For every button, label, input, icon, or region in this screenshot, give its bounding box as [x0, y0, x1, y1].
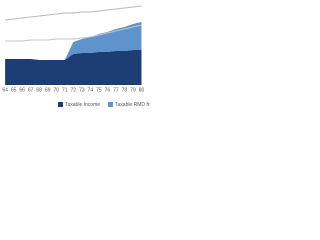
- x-tick-label: 70: [53, 87, 59, 93]
- x-tick-label: 80: [139, 87, 145, 93]
- x-tick-label: 66: [19, 87, 25, 93]
- x-tick-label: 75: [96, 87, 102, 93]
- x-tick-label: 78: [122, 87, 128, 93]
- area: [5, 50, 142, 85]
- x-tick-label: 74: [88, 87, 94, 93]
- x-tick-label: 65: [11, 87, 17, 93]
- x-tick-label: 73: [79, 87, 85, 93]
- legend-swatch: [108, 102, 114, 107]
- page: {"chart_data": {"type": "area", "x": [64…: [0, 0, 150, 150]
- legend-swatch: [58, 102, 63, 107]
- chart: 64 65 66 67 68 69 70 71 72 73 74 75 76 77 78 79 80 Taxabl…: [2, 5, 150, 108]
- legend-label: Taxable Income: [65, 102, 100, 108]
- x-tick-label: 68: [36, 87, 42, 93]
- legend-label: Taxable RMD from IRA: [115, 102, 150, 108]
- x-tick-label: 69: [45, 87, 51, 93]
- line: [5, 5, 142, 21]
- x-tick-label: 71: [62, 87, 68, 93]
- line: [5, 24, 142, 42]
- x-tick-label: 76: [105, 87, 111, 93]
- x-tick-label: 77: [113, 87, 119, 93]
- area: [5, 22, 142, 60]
- x-tick-label: 72: [71, 87, 77, 93]
- x-tick-label: 67: [28, 87, 34, 93]
- x-tick-label: 64: [2, 87, 8, 93]
- x-tick-label: 79: [130, 87, 136, 93]
